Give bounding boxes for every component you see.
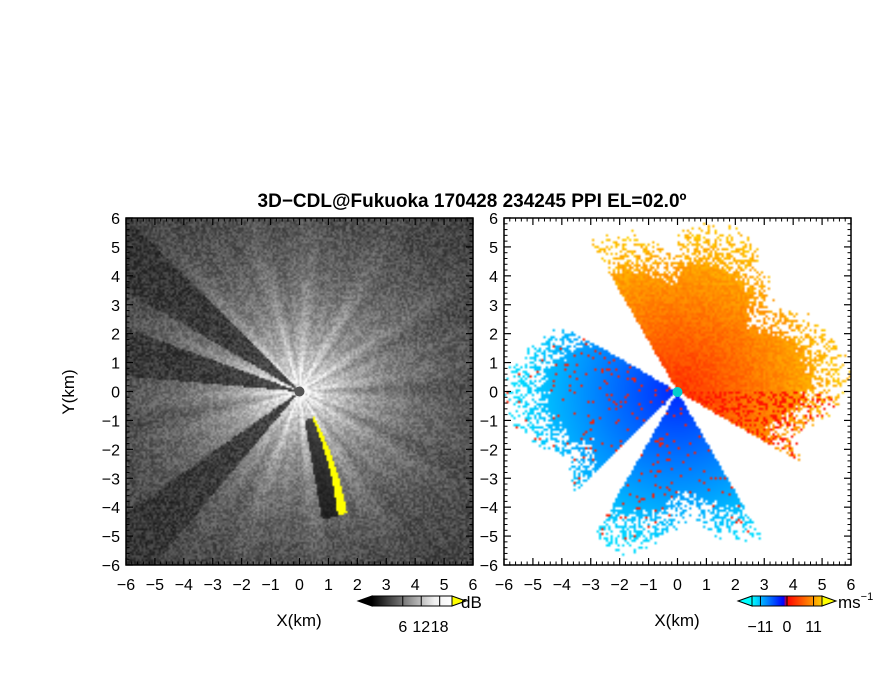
y-tick-labels-right: 6 5 4 3 2 1 0 −1 −2 −3 −4 −5 −6 [480, 211, 498, 575]
y-tick-label: −5 [480, 529, 498, 546]
x-tick-label: −5 [524, 577, 542, 594]
x-tick-label: −3 [582, 577, 600, 594]
colorbar-velocity-unit: ms−1 [838, 591, 873, 612]
x-tick-labels-left: −6 −5 −4 −3 −2 −1 0 1 2 3 4 5 6 [117, 577, 478, 594]
y-tick-label: 2 [489, 327, 498, 344]
colorbar-intensity-unit: dB [461, 593, 482, 612]
y-axis-label-left: Y(km) [59, 369, 78, 414]
x-tick-label: 0 [673, 577, 682, 594]
axis-ticks-right [503, 217, 852, 566]
colorbar-intensity-low-arrow [356, 595, 373, 607]
y-tick-label: −3 [102, 471, 120, 488]
x-tick-label: −1 [261, 577, 279, 594]
y-tick-label: 1 [489, 356, 498, 373]
y-tick-label: 5 [111, 240, 120, 257]
x-tick-label: −6 [495, 577, 513, 594]
y-tick-label: −3 [480, 471, 498, 488]
colorbar-velocity-low-arrow [736, 595, 753, 607]
colorbar-tick-label: −11 [747, 619, 773, 636]
chart-title: 3D−CDL@Fukuoka 170428 234245 PPI EL=02.0… [258, 191, 687, 212]
colorbar-tick-label: 12 [412, 619, 430, 636]
colorbar-intensity-high-arrow [451, 595, 468, 607]
colorbar-velocity: −11 0 11 ms−1 [736, 591, 873, 636]
y-tick-label: 6 [111, 211, 120, 228]
y-tick-label: 4 [489, 269, 498, 286]
y-tick-label: −1 [102, 413, 120, 430]
y-tick-label: 6 [489, 211, 498, 228]
y-tick-label: −6 [102, 558, 120, 575]
colorbar-velocity-unit-exponent: −1 [861, 591, 874, 603]
y-tick-label: 2 [111, 327, 120, 344]
y-tick-label: 3 [489, 298, 498, 315]
colorbar-tick-label: 6 [398, 619, 407, 636]
x-tick-labels-right: −6 −5 −4 −3 −2 −1 0 1 2 3 4 5 6 [495, 577, 856, 594]
x-tick-label: 1 [702, 577, 711, 594]
radar-center-left [294, 386, 305, 397]
x-tick-label: −1 [639, 577, 657, 594]
x-tick-label: 4 [411, 577, 420, 594]
x-tick-label: −2 [233, 577, 251, 594]
x-tick-label: 0 [295, 577, 304, 594]
y-tick-label: −5 [102, 529, 120, 546]
left-panel: −6 −5 −4 −3 −2 −1 0 1 2 3 4 5 6 6543210−1−2−3−4−5−6 … [59, 211, 482, 636]
right-panel: −6 −5 −4 −3 −2 −1 0 1 2 3 4 5 6 6543210−1−2−3−4−5−6 … [480, 211, 873, 636]
x-tick-label: −3 [204, 577, 222, 594]
x-tick-label: 5 [818, 577, 827, 594]
x-tick-label: 6 [847, 577, 856, 594]
y-tick-label: 5 [489, 240, 498, 257]
colorbar-tick-label: 18 [431, 619, 449, 636]
axis-ticks-left [125, 217, 474, 566]
colorbar-intensity-ticks: 6 12 18 [398, 596, 449, 636]
y-tick-label: −2 [480, 442, 498, 459]
x-tick-label: 1 [324, 577, 333, 594]
x-tick-label: −6 [117, 577, 135, 594]
y-tick-label: 0 [489, 385, 498, 402]
y-tick-label: −4 [480, 500, 498, 517]
x-tick-label: 2 [353, 577, 362, 594]
x-tick-label: −4 [553, 577, 571, 594]
colorbar-intensity: 6 12 18 dB [356, 593, 482, 636]
x-tick-label: 3 [760, 577, 769, 594]
x-tick-label: −5 [146, 577, 164, 594]
x-axis-label-right: X(km) [654, 611, 699, 630]
y-tick-label: 3 [111, 298, 120, 315]
colorbar-velocity-high-arrow [821, 595, 838, 607]
x-tick-label: −2 [611, 577, 629, 594]
x-tick-label: 3 [382, 577, 391, 594]
y-tick-label: −6 [480, 558, 498, 575]
colorbar-velocity-ticks: −11 0 11 [747, 596, 822, 636]
y-tick-label: 1 [111, 356, 120, 373]
x-tick-label: 2 [731, 577, 740, 594]
y-tick-label: −2 [102, 442, 120, 459]
radar-center-right [672, 387, 683, 397]
x-tick-label: −4 [175, 577, 193, 594]
y-tick-label: 0 [111, 385, 120, 402]
x-tick-label: 5 [440, 577, 449, 594]
x-tick-label: 6 [469, 577, 478, 594]
y-tick-label: −1 [480, 413, 498, 430]
colorbar-tick-label: 11 [805, 619, 822, 636]
y-tick-labels-left: 6 5 4 3 2 1 0 −1 −2 −3 −4 −5 −6 [102, 211, 120, 575]
x-tick-label: 4 [789, 577, 798, 594]
x-axis-label-left: X(km) [276, 611, 321, 630]
colorbar-tick-label: 0 [783, 619, 792, 636]
y-tick-label: −4 [102, 500, 120, 517]
y-tick-label: 4 [111, 269, 120, 286]
